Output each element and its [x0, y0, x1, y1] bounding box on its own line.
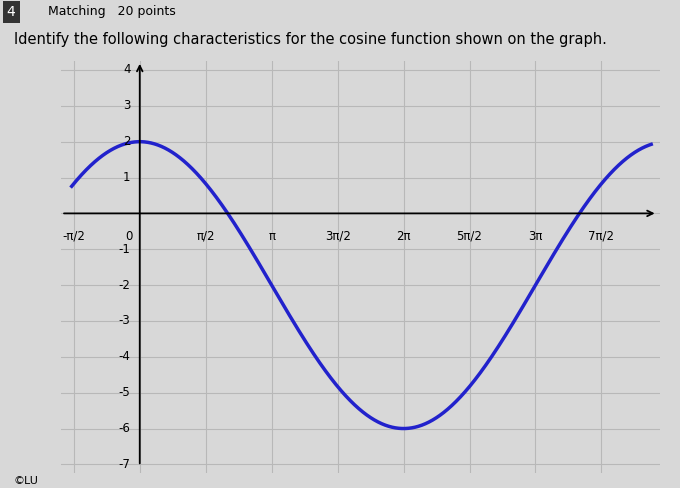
Text: 3π: 3π [528, 229, 543, 243]
Text: 1: 1 [123, 171, 131, 184]
Text: ©LU: ©LU [14, 476, 39, 486]
Text: -1: -1 [118, 243, 131, 256]
Text: π/2: π/2 [197, 229, 215, 243]
Text: -5: -5 [119, 386, 131, 399]
Text: -7: -7 [118, 458, 131, 471]
Text: 0: 0 [126, 229, 133, 243]
Text: -4: -4 [118, 350, 131, 364]
Text: 5π/2: 5π/2 [456, 229, 482, 243]
Text: 3π/2: 3π/2 [324, 229, 351, 243]
Text: 2: 2 [123, 135, 131, 148]
Text: -6: -6 [118, 422, 131, 435]
Text: -3: -3 [119, 314, 131, 327]
Text: Identify the following characteristics for the cosine function shown on the grap: Identify the following characteristics f… [14, 32, 607, 47]
Text: -π/2: -π/2 [63, 229, 85, 243]
Text: Matching   20 points: Matching 20 points [48, 5, 175, 18]
Text: 4: 4 [7, 5, 16, 19]
Text: 4: 4 [123, 63, 131, 77]
Text: 3: 3 [123, 100, 131, 112]
Text: π: π [268, 229, 275, 243]
Text: 2π: 2π [396, 229, 411, 243]
Text: 7π/2: 7π/2 [588, 229, 615, 243]
Text: -2: -2 [118, 279, 131, 292]
